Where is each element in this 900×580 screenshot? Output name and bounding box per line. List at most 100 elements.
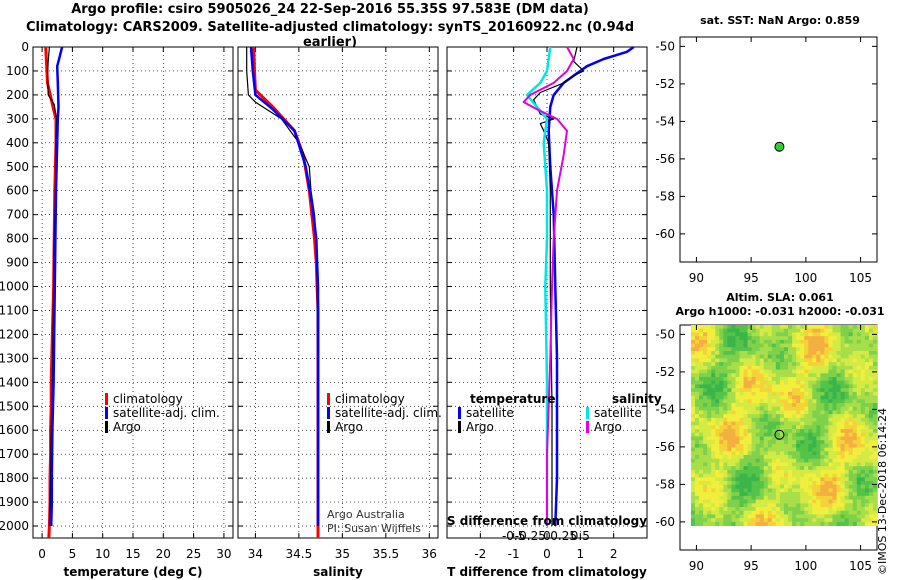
sla-heatmap-cell bbox=[852, 403, 858, 408]
sla-heatmap-cell bbox=[872, 395, 878, 400]
sla-heatmap-cell bbox=[872, 336, 878, 341]
sla-heatmap-cell bbox=[836, 503, 841, 508]
sla-heatmap-cell bbox=[816, 469, 821, 475]
sla-heatmap-cell bbox=[783, 518, 789, 523]
sla-heatmap-cell bbox=[690, 358, 696, 363]
sla-heatmap-cell bbox=[783, 406, 789, 411]
sla-heatmap-cell bbox=[860, 358, 866, 363]
sla-heatmap-cell bbox=[788, 421, 793, 426]
sla-heatmap-cell bbox=[856, 451, 862, 456]
sla-heatmap-cell bbox=[860, 365, 866, 370]
sla-heatmap-cell bbox=[800, 384, 805, 389]
sla-heatmap-cell bbox=[844, 410, 850, 415]
sla-heatmap-cell bbox=[864, 351, 870, 356]
depth-tick-label: 500 bbox=[6, 160, 29, 174]
sla-heatmap-cell bbox=[735, 488, 740, 493]
sla-heatmap-cell bbox=[840, 443, 846, 449]
sla-heatmap-cell bbox=[771, 347, 777, 352]
sla-heatmap-cell bbox=[824, 510, 829, 515]
sla-heatmap-cell bbox=[812, 421, 817, 426]
sla-heatmap-cell bbox=[872, 343, 878, 348]
sla-heatmap-cell bbox=[775, 488, 781, 493]
sla-heatmap-cell bbox=[735, 495, 740, 501]
temp-x-tick-label: 30 bbox=[216, 547, 231, 561]
sla-heatmap-cell bbox=[836, 328, 841, 333]
sla-heatmap-cell bbox=[856, 365, 862, 370]
sla-heatmap-cell bbox=[751, 343, 757, 348]
sla-heatmap-cell bbox=[812, 399, 817, 404]
sla-heatmap-cell bbox=[767, 354, 773, 359]
sla-heatmap-cell bbox=[739, 373, 744, 378]
sla-heatmap-cell bbox=[755, 477, 761, 482]
sla-heatmap-cell bbox=[763, 339, 769, 344]
sla-heatmap-cell bbox=[788, 380, 793, 385]
sla-heatmap-cell bbox=[844, 521, 850, 527]
sla-heatmap-cell bbox=[719, 373, 724, 378]
sla-heatmap-cell bbox=[824, 414, 829, 419]
sla-heatmap-cell bbox=[816, 458, 821, 463]
sla-heatmap-cell bbox=[860, 388, 866, 393]
sla-heatmap-cell bbox=[755, 417, 761, 422]
sla-heatmap-cell bbox=[775, 391, 781, 396]
sla-heatmap-cell bbox=[840, 358, 846, 363]
sla-heatmap-cell bbox=[779, 421, 785, 426]
sla-heatmap-cell bbox=[868, 421, 874, 426]
sla-heatmap-cell bbox=[844, 499, 850, 504]
sla-heatmap-cell bbox=[779, 510, 785, 515]
sla-heatmap-cell bbox=[775, 328, 781, 333]
sla-heatmap-cell bbox=[808, 380, 813, 385]
sla-heatmap-cell bbox=[755, 347, 761, 352]
sla-heatmap-cell bbox=[804, 339, 809, 344]
sla-heatmap-cell bbox=[808, 358, 813, 363]
sla-heatmap-cell bbox=[840, 481, 846, 486]
sla-heatmap-cell bbox=[804, 462, 809, 467]
sla-heatmap-cell bbox=[820, 432, 825, 437]
sla-heatmap-cell bbox=[711, 410, 716, 415]
sla-heatmap-cell bbox=[755, 499, 761, 504]
sla-heatmap-cell bbox=[767, 443, 773, 449]
sla-heatmap-cell bbox=[828, 477, 833, 482]
sla-heatmap-cell bbox=[727, 521, 732, 527]
sla-heatmap-cell bbox=[715, 436, 720, 441]
diff-s-tick-label: 0 bbox=[543, 529, 551, 543]
sla-heatmap-cell bbox=[711, 466, 716, 471]
sla-heatmap-cell bbox=[796, 328, 801, 333]
sla-heatmap-cell bbox=[779, 455, 785, 460]
temp-legend-label: climatology bbox=[113, 392, 183, 406]
sla-heatmap-cell bbox=[727, 477, 732, 482]
sla-heatmap-cell bbox=[775, 425, 781, 430]
sla-heatmap-cell bbox=[763, 432, 769, 437]
sla-heatmap-cell bbox=[860, 429, 866, 434]
sal-legend-label: satellite-adj. clim. bbox=[335, 406, 442, 420]
sla-heatmap-cell bbox=[763, 436, 769, 441]
sla-heatmap-cell bbox=[775, 432, 781, 437]
sla-heatmap-cell bbox=[727, 469, 732, 475]
sla-heatmap-cell bbox=[751, 410, 757, 415]
sla-heatmap-cell bbox=[771, 406, 777, 411]
sla-heatmap-cell bbox=[808, 325, 813, 330]
sla-heatmap-cell bbox=[723, 377, 728, 382]
sla-heatmap-cell bbox=[783, 514, 789, 519]
sal-legend-label: Argo bbox=[335, 420, 363, 434]
sla-heatmap-cell bbox=[763, 328, 769, 333]
sla-heatmap-cell bbox=[779, 451, 785, 456]
sla-heatmap-cell bbox=[860, 332, 866, 337]
sla-heatmap-cell bbox=[775, 365, 781, 370]
sla-heatmap-cell bbox=[771, 391, 777, 396]
sla-heatmap-cell bbox=[864, 432, 870, 437]
sla-heatmap-cell bbox=[800, 521, 805, 527]
sla-heatmap-cell bbox=[743, 406, 748, 411]
sla-heatmap-cell bbox=[771, 481, 777, 486]
sla-heatmap-cell bbox=[755, 421, 761, 426]
sla-heatmap-cell bbox=[820, 336, 825, 341]
sla-heatmap-cell bbox=[767, 414, 773, 419]
sla-heatmap-cell bbox=[808, 384, 813, 389]
sla-heatmap-cell bbox=[779, 399, 785, 404]
sla-heatmap-cell bbox=[860, 458, 866, 463]
sla-heatmap-cell bbox=[800, 507, 805, 512]
sla-heatmap-cell bbox=[828, 369, 833, 374]
sla-heatmap-cell bbox=[703, 343, 708, 348]
sla-heatmap-cell bbox=[743, 377, 748, 382]
sla-heatmap-cell bbox=[792, 365, 797, 370]
sla-heatmap-cell bbox=[707, 362, 712, 367]
